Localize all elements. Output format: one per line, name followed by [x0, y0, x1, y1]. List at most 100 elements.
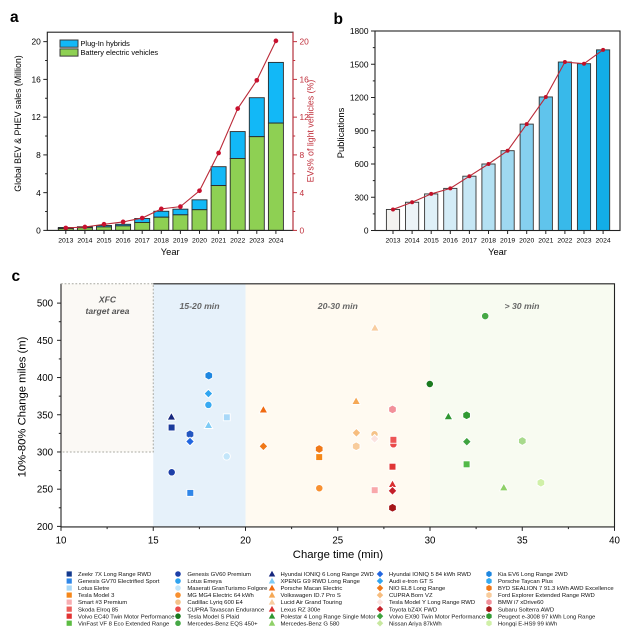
svg-text:Porsche Taycan Plus: Porsche Taycan Plus	[498, 579, 553, 585]
svg-text:900: 900	[355, 126, 369, 136]
svg-text:Volkswagen ID.7 Pro S: Volkswagen ID.7 Pro S	[281, 593, 341, 599]
svg-text:Year: Year	[488, 247, 507, 257]
svg-text:2022: 2022	[230, 238, 245, 245]
svg-text:XPENG G9 RWD Long Range: XPENG G9 RWD Long Range	[281, 579, 361, 585]
svg-text:2021: 2021	[211, 238, 226, 245]
svg-text:35: 35	[517, 535, 528, 546]
svg-text:15-20 min: 15-20 min	[179, 301, 219, 311]
svg-text:MG MG4 Electric 64 kWh: MG MG4 Electric 64 kWh	[187, 593, 253, 599]
svg-text:4: 4	[300, 188, 305, 198]
svg-text:Maserati GranTurismo Folgore: Maserati GranTurismo Folgore	[187, 586, 268, 592]
svg-text:2019: 2019	[173, 238, 188, 245]
svg-text:XFC: XFC	[98, 295, 117, 305]
svg-text:b: b	[334, 11, 343, 28]
svg-text:> 30 min: > 30 min	[504, 301, 539, 311]
svg-text:12: 12	[31, 112, 41, 122]
svg-text:Ford Explorer Extended Range R: Ford Explorer Extended Range RWD	[498, 593, 595, 599]
svg-text:350: 350	[37, 410, 54, 421]
svg-text:Mercedes-Benz EQS 450+: Mercedes-Benz EQS 450+	[187, 621, 258, 627]
svg-text:Mercedes-Benz G 580: Mercedes-Benz G 580	[281, 621, 341, 627]
svg-text:500: 500	[37, 299, 54, 310]
svg-text:2016: 2016	[443, 238, 458, 245]
svg-text:NIO EL8 Long Range: NIO EL8 Long Range	[389, 586, 446, 592]
svg-text:0: 0	[300, 226, 305, 236]
svg-text:2014: 2014	[77, 238, 92, 245]
svg-text:c: c	[12, 268, 21, 285]
svg-text:target area: target area	[86, 306, 130, 316]
svg-text:400: 400	[37, 373, 54, 384]
svg-text:Hyundai IONIQ 5 84 kWh RWD: Hyundai IONIQ 5 84 kWh RWD	[389, 572, 471, 578]
svg-text:2024: 2024	[596, 238, 611, 245]
svg-text:2015: 2015	[424, 238, 439, 245]
svg-text:Plug-In hybrids: Plug-In hybrids	[81, 39, 131, 48]
svg-text:450: 450	[37, 336, 54, 347]
svg-text:2013: 2013	[385, 238, 400, 245]
svg-text:Volvo EX90 Twin Motor Performa: Volvo EX90 Twin Motor Performance	[389, 614, 486, 620]
svg-text:Lotus Emeya: Lotus Emeya	[187, 579, 222, 585]
svg-text:Polestar 4 Long Range Single M: Polestar 4 Long Range Single Motor	[281, 614, 376, 620]
svg-text:8: 8	[300, 150, 305, 160]
svg-text:2013: 2013	[58, 238, 73, 245]
svg-text:2023: 2023	[576, 238, 591, 245]
svg-text:4: 4	[36, 188, 41, 198]
svg-text:2016: 2016	[116, 238, 131, 245]
svg-text:Hongqi E-HS9 99 kWh: Hongqi E-HS9 99 kWh	[498, 621, 557, 627]
svg-text:2017: 2017	[135, 238, 150, 245]
svg-text:2021: 2021	[538, 238, 553, 245]
svg-text:1800: 1800	[350, 26, 369, 36]
svg-text:10%-80% Change miles (m): 10%-80% Change miles (m)	[17, 336, 29, 477]
svg-text:1200: 1200	[350, 93, 369, 103]
svg-text:Battery electric vehicles: Battery electric vehicles	[81, 48, 159, 57]
svg-text:20: 20	[300, 37, 310, 47]
svg-text:Peugeot e-3008 97 kWh Long Ran: Peugeot e-3008 97 kWh Long Range	[498, 614, 596, 620]
svg-text:Genesis GV60 Premium: Genesis GV60 Premium	[187, 572, 251, 578]
svg-text:BYD SEALION 7 91.3 kWh AWD Exc: BYD SEALION 7 91.3 kWh AWD Excellence	[498, 586, 614, 592]
svg-text:Year: Year	[161, 247, 180, 257]
svg-text:Global BEV & PHEV sales (Milli: Global BEV & PHEV sales (Million)	[13, 55, 23, 191]
svg-text:200: 200	[37, 522, 54, 533]
svg-text:2019: 2019	[500, 238, 515, 245]
svg-text:BMW i7 xDrive60: BMW i7 xDrive60	[498, 600, 544, 606]
svg-text:Audi e-tron GT S: Audi e-tron GT S	[389, 579, 433, 585]
svg-text:Lotus Eletre: Lotus Eletre	[78, 586, 110, 592]
svg-text:EVs% of light vehicles (%): EVs% of light vehicles (%)	[306, 80, 316, 183]
svg-text:2018: 2018	[481, 238, 496, 245]
svg-text:0: 0	[364, 226, 369, 236]
svg-text:2020: 2020	[192, 238, 207, 245]
svg-text:Charge time (min): Charge time (min)	[293, 549, 384, 561]
svg-text:2015: 2015	[96, 238, 111, 245]
svg-text:20: 20	[240, 535, 251, 546]
svg-text:20: 20	[31, 37, 41, 47]
svg-text:CUPRA Born VZ: CUPRA Born VZ	[389, 593, 433, 599]
svg-text:300: 300	[37, 447, 54, 458]
svg-text:Genesis GV70 Electrified Sport: Genesis GV70 Electrified Sport	[78, 579, 160, 585]
svg-text:30: 30	[425, 535, 436, 546]
svg-text:Porsche Macan Electric: Porsche Macan Electric	[281, 586, 343, 592]
svg-text:Hyundai IONIQ 6 Long Range 2WD: Hyundai IONIQ 6 Long Range 2WD	[281, 572, 374, 578]
svg-text:15: 15	[148, 535, 159, 546]
svg-text:1500: 1500	[350, 59, 369, 69]
svg-text:250: 250	[37, 485, 54, 496]
svg-text:Skoda Elroq 85: Skoda Elroq 85	[78, 607, 119, 613]
svg-text:2024: 2024	[268, 238, 283, 245]
svg-text:25: 25	[332, 535, 343, 546]
svg-text:Smart #3 Premium: Smart #3 Premium	[78, 600, 127, 606]
svg-text:Volvo EC40 Twin Motor Performa: Volvo EC40 Twin Motor Performance	[78, 614, 175, 620]
svg-text:8: 8	[36, 150, 41, 160]
svg-text:300: 300	[355, 192, 369, 202]
svg-text:2018: 2018	[154, 238, 169, 245]
svg-text:0: 0	[36, 226, 41, 236]
svg-text:Nissan Ariya 87kWh: Nissan Ariya 87kWh	[389, 621, 442, 627]
svg-text:Tesla Model Y Long Range RWD: Tesla Model Y Long Range RWD	[389, 600, 475, 606]
svg-text:2017: 2017	[462, 238, 477, 245]
svg-text:40: 40	[609, 535, 620, 546]
svg-text:Publications: Publications	[335, 107, 346, 158]
svg-text:2020: 2020	[519, 238, 534, 245]
svg-text:Toyota bZ4X FWD: Toyota bZ4X FWD	[389, 607, 437, 613]
svg-text:2022: 2022	[557, 238, 572, 245]
svg-text:Tesla Model S Plaid: Tesla Model S Plaid	[187, 614, 239, 620]
svg-text:16: 16	[31, 74, 41, 84]
svg-text:2014: 2014	[405, 238, 420, 245]
svg-text:16: 16	[300, 74, 310, 84]
svg-text:Lexus RZ 300e: Lexus RZ 300e	[281, 607, 322, 613]
